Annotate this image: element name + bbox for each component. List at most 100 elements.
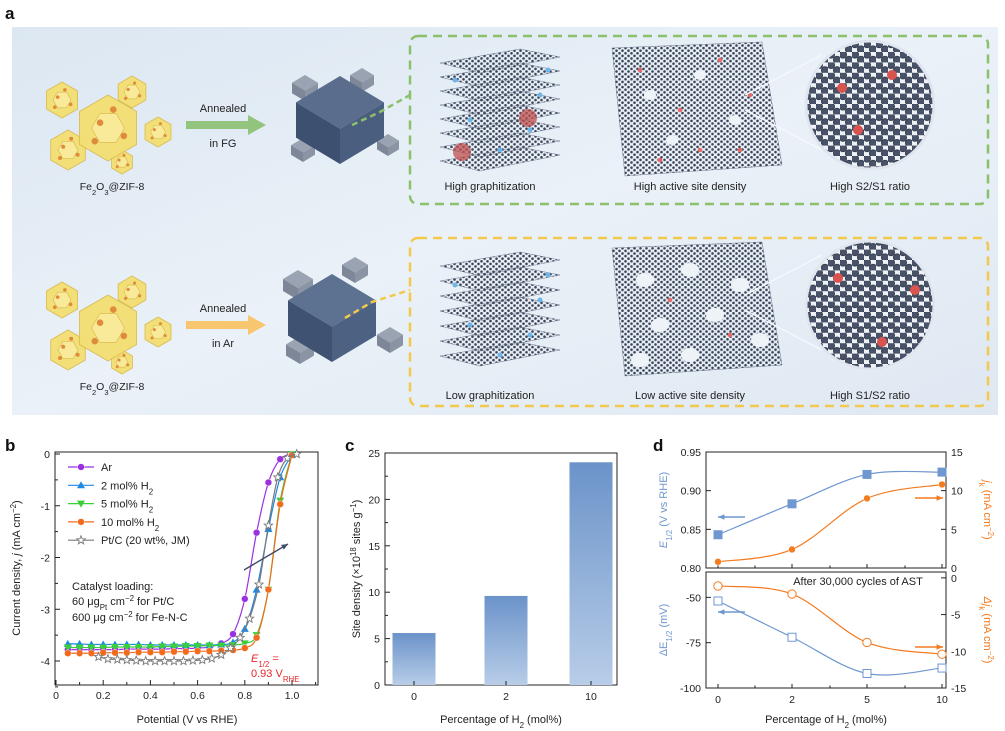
structure-label: Low graphitization <box>446 390 535 402</box>
text-segment: E <box>251 653 259 665</box>
legend-label: Pt/C (20 wt%, JM) <box>101 535 190 547</box>
text-segment: @ZIF-8 <box>109 181 145 193</box>
cube-left <box>291 145 303 162</box>
left-axis-label: E1/2 (V vs RHE) <box>658 472 674 548</box>
nitrogen-atom <box>497 352 503 358</box>
data-point <box>938 480 946 489</box>
text-segment: −2 <box>987 527 996 536</box>
arrow-label-bottom: in Ar <box>212 338 234 350</box>
row-forming-gas: Fe2O3@ZIF-8 Annealed in FG High graphitizat… <box>46 34 990 206</box>
zif8-polyhedron <box>79 94 137 162</box>
text-segment: Current density, <box>11 556 23 636</box>
cube-right <box>362 75 374 92</box>
text-segment: −2 <box>125 594 134 603</box>
data-point <box>241 644 249 652</box>
text-segment: 2 <box>845 721 849 730</box>
right-axis-label: jk (mA cm−2) <box>978 478 996 539</box>
arrow-head <box>718 609 725 615</box>
data-point <box>158 643 167 651</box>
nitrogen-atom <box>537 297 543 303</box>
data-point <box>252 585 261 593</box>
fe2o3-particle <box>120 132 128 140</box>
fe-site <box>747 92 753 98</box>
y-tick-label: -3 <box>41 604 50 616</box>
catalyst-loading-fenc: 600 μg cm−2 for Fe-N-C <box>72 610 188 625</box>
right-tick-label: 0 <box>951 573 957 585</box>
left-axis-arrow <box>718 609 745 615</box>
fe2o3-particle <box>58 356 62 360</box>
text-segment: Ar <box>101 462 112 474</box>
zif8-polyhedron <box>46 81 78 119</box>
data-point <box>63 644 72 652</box>
fe2o3-particle <box>163 334 167 338</box>
text-segment: ) <box>981 536 993 540</box>
panel-label-d: d <box>653 436 663 455</box>
arrow-label-bottom: in FG <box>210 138 237 150</box>
sheet-vacancy <box>631 353 649 367</box>
data-point <box>217 642 226 650</box>
fe2o3-particle <box>91 137 99 145</box>
data-point <box>140 655 152 666</box>
sheet-vacancy <box>681 348 699 362</box>
nitrogen-atom <box>467 322 473 328</box>
fe2o3-particle <box>132 281 137 285</box>
text-segment: E <box>658 540 670 548</box>
nitrogen-atom <box>527 127 533 133</box>
cube-right <box>388 140 399 156</box>
text-segment: (mol%) <box>849 714 887 726</box>
series-line <box>717 470 943 536</box>
data-point <box>93 651 104 662</box>
fe2o3-particle <box>122 153 126 157</box>
x-tick-label: 0.8 <box>237 690 252 702</box>
fe2o3-particle <box>150 136 154 140</box>
sheet-vacancy <box>636 273 654 287</box>
sheet-vacancy <box>651 318 669 332</box>
cube-left <box>377 140 388 156</box>
series-right-series <box>713 581 947 659</box>
left-axis-arrow <box>718 514 745 520</box>
graphene-layer <box>439 90 561 116</box>
fe2o3-particle <box>58 156 62 160</box>
data-point <box>181 642 190 650</box>
fe-site <box>697 147 703 153</box>
fe2o3-particle <box>68 102 73 107</box>
legend-marker <box>77 518 85 526</box>
data-point <box>99 644 108 652</box>
cube-top <box>350 68 374 83</box>
zif8-polyhedron <box>117 275 147 309</box>
arrow-head <box>718 514 725 520</box>
data-point <box>862 637 872 648</box>
text-segment: O <box>96 381 104 393</box>
data-point <box>787 499 797 509</box>
fe2o3-particle <box>124 296 128 300</box>
text-segment: 2 <box>92 388 96 397</box>
right-axis-arrow <box>915 644 943 650</box>
fe2o3-particle <box>69 336 74 341</box>
iron-cluster <box>453 143 471 161</box>
graphite-layers <box>439 48 561 172</box>
zif8-polyhedron <box>50 129 86 171</box>
cube-right <box>332 300 376 362</box>
data-point <box>146 644 155 652</box>
structure-label: Low active site density <box>635 390 746 402</box>
magnified-region <box>804 39 936 171</box>
data-point <box>253 634 261 642</box>
ast-annotation: After 30,000 cycles of AST <box>793 576 923 588</box>
cube-left <box>377 334 390 353</box>
left-tick-label: 0.80 <box>681 563 702 575</box>
fe-n4-site <box>887 70 897 80</box>
sheet-vacancy <box>731 278 749 292</box>
sheet-vacancy <box>694 70 706 80</box>
data-point <box>787 589 797 599</box>
text-segment: (mA cm <box>11 513 23 553</box>
data-point <box>276 500 284 508</box>
graphene-layer <box>439 251 561 277</box>
data-point <box>146 648 155 656</box>
anneal-arrow-shaft <box>186 121 248 129</box>
data-point <box>229 630 237 638</box>
anneal-arrow-shaft <box>186 321 248 329</box>
panel-label-a: a <box>5 4 15 23</box>
fe2o3-particle <box>152 128 156 132</box>
zif8-polyhedron <box>46 281 78 319</box>
